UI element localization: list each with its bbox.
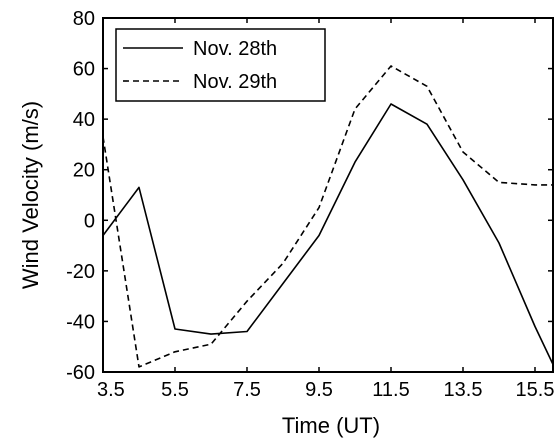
series-layer xyxy=(103,65,553,368)
y-tick-label: -60 xyxy=(66,362,95,384)
y-axis-title: Wind Velocity (m/s) xyxy=(18,101,43,289)
x-tick-label: 9.5 xyxy=(305,379,333,401)
x-tick-label: 7.5 xyxy=(233,379,261,401)
tick-layer: 80 60 40 20 0 -20 -40 -603.5 5.5 7.5 9.5 11.5 13.5 15… xyxy=(66,8,554,401)
legend: Nov. 28th Nov. 29th xyxy=(115,28,326,102)
x-tick-label: 11.5 xyxy=(372,379,409,401)
y-tick-label: 0 xyxy=(84,210,95,232)
plot-frame xyxy=(102,17,554,373)
y-tick-label: 40 xyxy=(73,109,95,131)
legend-box xyxy=(115,28,326,102)
series-line-nov-29 xyxy=(103,65,553,368)
x-tick-label: 3.5 xyxy=(97,379,125,401)
legend-label-nov-28: Nov. 28th xyxy=(193,38,277,60)
y-tick-label: 80 xyxy=(73,8,95,30)
x-axis-title: Time (UT) xyxy=(282,413,380,438)
x-tick-label: 15.5 xyxy=(516,379,555,401)
y-tick-label: 20 xyxy=(73,160,95,182)
x-tick-label: 13.5 xyxy=(444,379,483,401)
legend-label-nov-29: Nov. 29th xyxy=(193,71,277,93)
y-tick-label: -20 xyxy=(66,261,95,283)
x-tick-label: 5.5 xyxy=(161,379,189,401)
y-tick-label: -40 xyxy=(66,311,95,333)
series-line-nov-28 xyxy=(103,103,553,365)
y-tick-label: 60 xyxy=(73,59,95,81)
